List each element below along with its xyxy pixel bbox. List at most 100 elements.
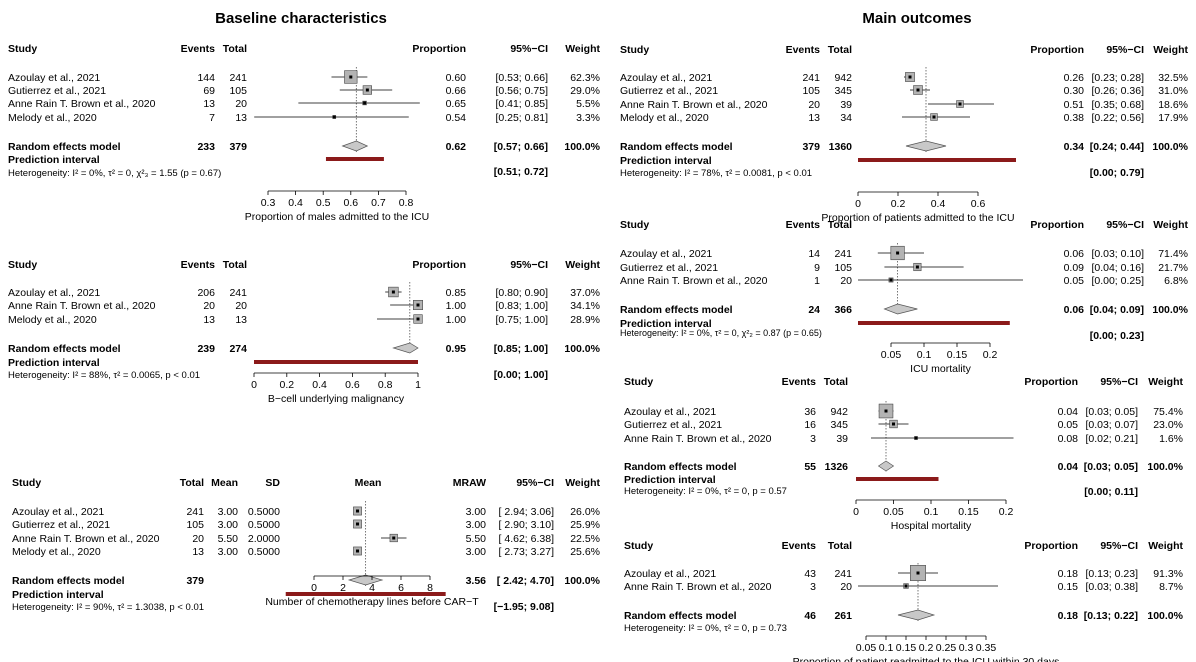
point-estimate	[332, 115, 336, 119]
column-header: Proportion	[1024, 376, 1078, 388]
study-weight: 62.3%	[570, 72, 600, 84]
random-estimate: 0.18	[1058, 610, 1079, 622]
study-weight: 26.0%	[570, 506, 600, 518]
study-label: Melody et al., 2020	[8, 112, 97, 124]
study-total: 345	[830, 419, 848, 431]
point-estimate	[904, 584, 908, 588]
column-header: Weight	[1153, 44, 1188, 56]
x-tick-label: 0.05	[883, 506, 904, 518]
study-estimate: 0.54	[446, 112, 467, 124]
study-ci: [0.23; 0.28]	[1091, 72, 1144, 84]
random-weight: 100.0%	[1147, 461, 1183, 473]
point-estimate	[391, 290, 395, 294]
random-ci: [0.04; 0.09]	[1090, 304, 1144, 316]
x-tick-label: 2	[340, 582, 346, 594]
study-events: 43	[804, 568, 816, 580]
study-label: Azoulay et al., 2021	[620, 248, 712, 260]
study-ci: [0.83; 1.00]	[495, 300, 548, 312]
forest-plot-bcell: Study Events Total Proportion 95%−CI Weight Az…	[8, 259, 601, 405]
study-events: 7	[209, 112, 215, 124]
x-tick-label: 0.7	[371, 197, 386, 209]
random-total: 366	[834, 304, 852, 316]
random-weight: 100.0%	[564, 141, 600, 153]
x-tick-label: 0.05	[881, 349, 902, 361]
random-events: 239	[197, 343, 215, 355]
study-ci: [0.35; 0.68]	[1091, 99, 1144, 111]
x-tick-label: 0.25	[936, 642, 957, 654]
column-header: 95%−CI	[1100, 376, 1138, 388]
column-header: 95%−CI	[510, 43, 548, 55]
study-label: Azoulay et al., 2021	[624, 406, 716, 418]
prediction-ci: [−1.95; 9.08]	[494, 601, 554, 613]
study-events: 105	[802, 85, 820, 97]
study-ci: [ 2.73; 3.27]	[499, 546, 555, 558]
point-estimate	[349, 75, 353, 79]
point-estimate	[916, 88, 920, 92]
study-weight: 91.3%	[1153, 568, 1183, 580]
point-estimate	[416, 317, 420, 321]
random-total: 261	[834, 610, 852, 622]
study-estimate: 0.66	[446, 85, 467, 97]
study-label: Anne Rain T. Brown et al., 2020	[620, 99, 768, 111]
x-tick-label: 0.2	[919, 642, 934, 654]
study-weight: 23.0%	[1153, 419, 1183, 431]
study-label: Melody et al., 2020	[620, 112, 709, 124]
random-ci: [0.85; 1.00]	[494, 343, 548, 355]
study-mean: 5.50	[218, 533, 239, 545]
summary-diamond	[877, 460, 895, 472]
study-ci: [0.25; 0.81]	[495, 112, 548, 124]
study-sd: 2.0000	[248, 533, 280, 545]
study-total: 34	[840, 112, 852, 124]
x-tick-label: 0.1	[879, 642, 894, 654]
random-weight: 100.0%	[564, 575, 600, 587]
column-header: Proportion	[1024, 540, 1078, 552]
study-total: 13	[192, 546, 204, 558]
study-label: Gutierrez et al., 2021	[620, 85, 718, 97]
x-tick-label: 8	[427, 582, 433, 594]
study-ci: [0.80; 0.90]	[495, 287, 548, 299]
x-tick-label: 0.6	[971, 198, 986, 210]
prediction-interval-label: Prediction interval	[620, 155, 712, 167]
random-effects-label: Random effects model	[620, 141, 733, 153]
point-estimate	[884, 409, 888, 413]
column-header: Weight	[1153, 219, 1188, 231]
study-weight: 5.5%	[576, 98, 600, 110]
point-estimate	[958, 102, 962, 106]
study-weight: 18.6%	[1158, 99, 1188, 111]
study-total: 942	[834, 72, 852, 84]
prediction-bar	[858, 158, 1016, 162]
forest-plot-icu_mort: Study Events Total Proportion 95%−CI Weight Az…	[620, 219, 1189, 375]
column-header: Study	[12, 477, 41, 489]
x-tick-label: 0.2	[279, 379, 294, 391]
study-ci: [0.22; 0.56]	[1091, 112, 1144, 124]
point-estimate	[356, 522, 359, 526]
x-axis-label: ICU mortality	[910, 363, 971, 375]
column-header: Total	[824, 376, 848, 388]
x-axis-label: Hospital mortality	[891, 520, 972, 532]
column-header: Mean	[211, 477, 238, 489]
study-weight: 75.4%	[1153, 406, 1183, 418]
study-ci: [ 2.90; 3.10]	[499, 519, 555, 531]
study-weight: 31.0%	[1158, 85, 1188, 97]
study-estimate: 5.50	[466, 533, 487, 545]
forest-plot-icu_admit: Study Events Total Proportion 95%−CI Weight Az…	[620, 44, 1189, 224]
point-estimate	[908, 75, 912, 79]
study-label: Gutierrez et al., 2021	[12, 519, 110, 531]
study-total: 345	[834, 85, 852, 97]
study-mean: 3.00	[218, 519, 239, 531]
prediction-interval-label: Prediction interval	[624, 474, 716, 486]
study-total: 241	[229, 72, 247, 84]
point-estimate	[416, 303, 420, 307]
x-tick-label: 0	[251, 379, 257, 391]
random-total: 1360	[829, 141, 853, 153]
study-estimate: 0.51	[1064, 99, 1085, 111]
study-total: 241	[229, 287, 247, 299]
point-estimate	[365, 88, 369, 92]
study-weight: 29.0%	[570, 85, 600, 97]
random-events: 46	[804, 610, 816, 622]
prediction-bar	[325, 157, 384, 161]
column-header: MRAW	[453, 477, 486, 489]
prediction-bar	[856, 477, 939, 481]
study-estimate: 3.00	[466, 519, 487, 531]
forest-plot-readmit: Study Events Total Proportion 95%−CI Weight Az…	[624, 540, 1184, 662]
